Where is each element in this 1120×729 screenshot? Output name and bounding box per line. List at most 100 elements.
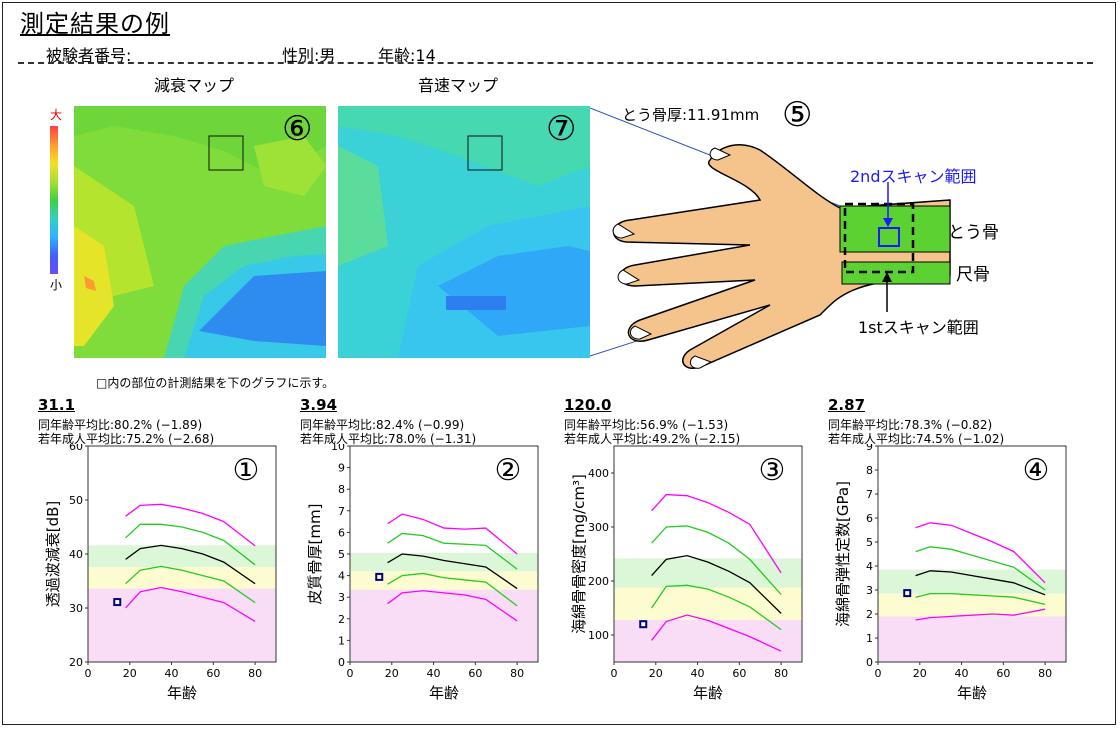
chart-number: ④: [1023, 453, 1050, 488]
series-line-magenta: [125, 586, 256, 623]
same-age-ratio-value: :82.4% (−0.99): [372, 418, 465, 432]
series-line-green: [915, 546, 1046, 591]
series-line-black: [915, 570, 1046, 596]
attenuation-map-number: ⑥: [282, 109, 313, 149]
young-adult-ratio-label: 若年成人平均比: [300, 432, 385, 446]
sound-speed-map: [338, 106, 590, 358]
y-axis-label: 皮質骨厚[mm]: [306, 504, 324, 605]
x-axis-label: 年齢: [693, 684, 723, 702]
series-line-magenta: [387, 590, 518, 622]
chart-panel-1: 31.1 同年齢平均比:80.2% (−1.89) 若年成人平均比:75.2% …: [38, 396, 298, 716]
y-tick-label: 5: [338, 548, 345, 561]
chart-2-svg: 0 1 2 3 4 5 6 7 8 9 10 0 20 40 60 80 ② 年齢 皮質骨厚[mm]: [306, 444, 539, 702]
reference-band-pink: [878, 616, 1066, 662]
series-line-magenta: [915, 522, 1046, 584]
age-value: 14: [415, 46, 436, 65]
x-tick-label: 0: [85, 667, 92, 680]
sound-speed-map-image: [338, 106, 590, 358]
same-age-ratio-value: :56.9% (−1.53): [636, 418, 729, 432]
y-tick-label: 5: [866, 536, 873, 549]
young-adult-ratio: 若年成人平均比:49.2% (−2.15): [564, 430, 740, 447]
reference-band-pink: [350, 589, 538, 662]
young-adult-ratio-value: :78.0% (−1.31): [384, 432, 477, 446]
y-tick-label: 0: [866, 656, 873, 669]
series-line-black: [387, 553, 518, 590]
sound-speed-map-label: 音速マップ: [418, 76, 499, 95]
x-tick-label: 80: [248, 667, 262, 680]
measured-point-marker: [639, 620, 648, 629]
chart-number: ③: [759, 453, 786, 488]
radius-bone-label: とう骨: [948, 223, 999, 243]
plot-frame: [877, 445, 1067, 663]
plot-frame: [613, 445, 803, 663]
x-tick-label: 0: [875, 667, 882, 680]
same-age-ratio: 同年齢平均比:78.3% (−0.82): [828, 416, 992, 433]
reference-band-green: [88, 545, 276, 567]
y-tick-label: 1: [338, 634, 345, 647]
y-tick-label: 6: [866, 512, 873, 525]
y-tick-label: 10: [331, 444, 345, 453]
series-line-magenta: [651, 614, 782, 652]
chart-number: ②: [495, 453, 522, 488]
x-tick-label: 80: [774, 667, 788, 680]
y-tick-label: 7: [866, 488, 873, 501]
y-tick-label: 9: [866, 444, 873, 453]
y-axis-label: 透過波減衰[dB]: [44, 501, 62, 608]
reference-band-yellow: [614, 587, 802, 620]
attenuation-map-image: [74, 106, 326, 358]
y-tick-label: 100: [588, 629, 609, 642]
y-tick-label: 8: [866, 464, 873, 477]
header-divider: [18, 62, 1093, 64]
sex-value: 男: [319, 46, 336, 65]
x-tick-label: 60: [468, 667, 482, 680]
y-tick-label: 3: [866, 584, 873, 597]
reference-band-yellow: [350, 571, 538, 590]
same-age-ratio-label: 同年齢平均比: [38, 418, 111, 432]
scale-high-label: 大: [50, 108, 63, 122]
x-tick-label: 80: [510, 667, 524, 680]
radius-thickness-label: とう骨厚:: [622, 106, 688, 124]
series-line-magenta: [651, 493, 782, 574]
ulna-bone-label: 尺骨: [956, 265, 990, 285]
y-tick-label: 4: [866, 560, 873, 573]
second-scan-range-label: 2ndスキャン範囲: [850, 167, 977, 186]
sex-label: 性別:: [282, 46, 320, 65]
measured-point-marker: [375, 572, 384, 581]
x-tick-label: 0: [347, 667, 354, 680]
reference-band-yellow: [88, 566, 276, 589]
x-tick-label: 60: [996, 667, 1010, 680]
young-adult-ratio: 若年成人平均比:78.0% (−1.31): [300, 430, 476, 447]
y-tick-label: 6: [338, 526, 345, 539]
chart-panel-4: 2.87 同年齢平均比:78.3% (−0.82) 若年成人平均比:74.5% …: [828, 396, 1088, 716]
x-tick-label: 40: [427, 667, 441, 680]
attenuation-map: [74, 106, 326, 358]
series-line-green: [387, 532, 518, 570]
x-tick-label: 20: [385, 667, 399, 680]
page-title: 測定結果の例: [20, 10, 170, 38]
young-adult-ratio-label: 若年成人平均比: [828, 432, 913, 446]
y-tick-label: 50: [69, 494, 83, 507]
same-age-ratio-label: 同年齢平均比: [564, 418, 637, 432]
chart-panel-3: 120.0 同年齢平均比:56.9% (−1.53) 若年成人平均比:49.2%…: [564, 396, 824, 716]
x-tick-label: 0: [611, 667, 618, 680]
y-tick-label: 2: [338, 613, 345, 626]
chart-number: ①: [233, 453, 260, 488]
series-line-magenta: [387, 513, 518, 555]
same-age-ratio-label: 同年齢平均比: [828, 418, 901, 432]
y-tick-label: 9: [338, 462, 345, 475]
same-age-ratio: 同年齢平均比:82.4% (−0.99): [300, 416, 464, 433]
y-tick-label: 2: [866, 608, 873, 621]
measured-value: 2.87: [828, 396, 866, 414]
x-tick-label: 40: [691, 667, 705, 680]
same-age-ratio: 同年齢平均比:80.2% (−1.89): [38, 416, 202, 433]
same-age-ratio-value: :80.2% (−1.89): [110, 418, 203, 432]
x-tick-label: 20: [913, 667, 927, 680]
same-age-ratio-label: 同年齢平均比: [300, 418, 373, 432]
measured-point-marker: [113, 598, 122, 607]
same-age-ratio-value: :78.3% (−0.82): [900, 418, 993, 432]
y-tick-label: 60: [69, 444, 83, 453]
series-line-green: [125, 565, 256, 604]
x-axis-label: 年齢: [167, 684, 197, 702]
x-tick-label: 60: [206, 667, 220, 680]
measured-value: 3.94: [300, 396, 338, 414]
